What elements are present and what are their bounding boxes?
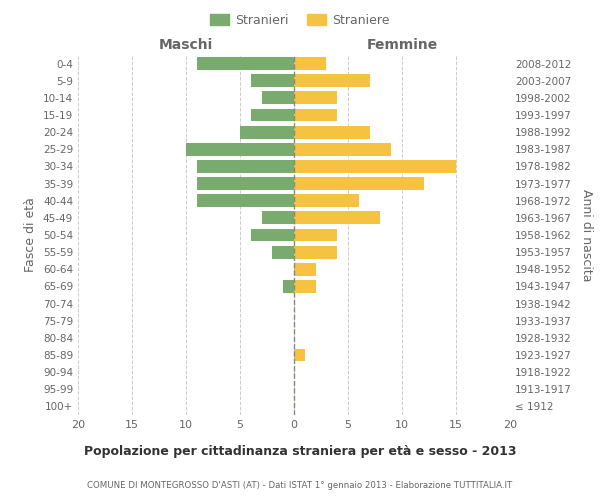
Y-axis label: Anni di nascita: Anni di nascita bbox=[580, 188, 593, 281]
Legend: Stranieri, Straniere: Stranieri, Straniere bbox=[205, 8, 395, 32]
Bar bbox=[197, 177, 294, 190]
Bar bbox=[240, 126, 294, 138]
Bar bbox=[294, 74, 370, 87]
Bar bbox=[294, 108, 337, 122]
Text: COMUNE DI MONTEGROSSO D'ASTI (AT) - Dati ISTAT 1° gennaio 2013 - Elaborazione TU: COMUNE DI MONTEGROSSO D'ASTI (AT) - Dati… bbox=[88, 481, 512, 490]
Bar bbox=[197, 57, 294, 70]
Bar bbox=[251, 74, 294, 87]
Bar bbox=[294, 160, 456, 173]
Text: Maschi: Maschi bbox=[159, 38, 213, 52]
Bar bbox=[294, 92, 337, 104]
Bar bbox=[272, 246, 294, 258]
Bar bbox=[294, 280, 316, 293]
Bar bbox=[294, 143, 391, 156]
Bar bbox=[197, 194, 294, 207]
Bar bbox=[294, 228, 337, 241]
Text: Popolazione per cittadinanza straniera per età e sesso - 2013: Popolazione per cittadinanza straniera p… bbox=[84, 444, 516, 458]
Bar bbox=[294, 57, 326, 70]
Bar bbox=[294, 194, 359, 207]
Bar bbox=[262, 92, 294, 104]
Bar bbox=[251, 108, 294, 122]
Bar bbox=[251, 228, 294, 241]
Bar bbox=[294, 212, 380, 224]
Bar bbox=[197, 160, 294, 173]
Text: Femmine: Femmine bbox=[367, 38, 437, 52]
Bar bbox=[294, 126, 370, 138]
Bar bbox=[262, 212, 294, 224]
Bar bbox=[186, 143, 294, 156]
Y-axis label: Fasce di età: Fasce di età bbox=[25, 198, 37, 272]
Bar bbox=[294, 263, 316, 276]
Bar bbox=[294, 177, 424, 190]
Bar bbox=[294, 246, 337, 258]
Bar bbox=[283, 280, 294, 293]
Bar bbox=[294, 348, 305, 362]
